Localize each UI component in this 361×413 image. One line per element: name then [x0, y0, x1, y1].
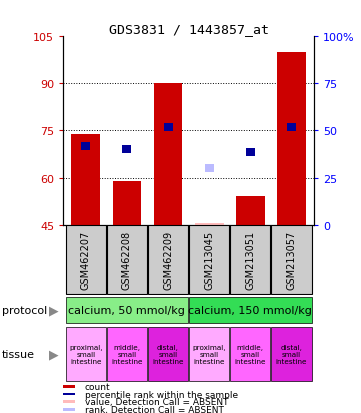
- Text: proximal,
small
intestine: proximal, small intestine: [192, 344, 226, 364]
- FancyBboxPatch shape: [107, 226, 147, 294]
- Bar: [195, 223, 223, 225]
- FancyBboxPatch shape: [189, 226, 229, 294]
- Bar: [63, 408, 75, 411]
- FancyBboxPatch shape: [66, 297, 188, 323]
- Text: count: count: [84, 382, 110, 391]
- Text: calcium, 150 mmol/kg: calcium, 150 mmol/kg: [188, 305, 312, 315]
- Bar: [63, 393, 75, 396]
- Text: GSM462207: GSM462207: [81, 230, 91, 290]
- Text: percentile rank within the sample: percentile rank within the sample: [84, 390, 238, 399]
- Text: calcium, 50 mmol/kg: calcium, 50 mmol/kg: [69, 305, 185, 315]
- Text: middle,
small
intestine: middle, small intestine: [111, 344, 143, 364]
- Text: GSM462208: GSM462208: [122, 231, 132, 290]
- FancyBboxPatch shape: [189, 328, 229, 381]
- FancyBboxPatch shape: [107, 328, 147, 381]
- FancyBboxPatch shape: [230, 328, 270, 381]
- FancyBboxPatch shape: [66, 226, 106, 294]
- FancyBboxPatch shape: [66, 328, 106, 381]
- Bar: [236, 197, 265, 225]
- Text: GSM213045: GSM213045: [204, 231, 214, 290]
- FancyBboxPatch shape: [148, 328, 188, 381]
- Text: rank, Detection Call = ABSENT: rank, Detection Call = ABSENT: [84, 405, 223, 413]
- Text: GSM462209: GSM462209: [163, 231, 173, 290]
- Text: value, Detection Call = ABSENT: value, Detection Call = ABSENT: [84, 397, 228, 406]
- Bar: [164, 124, 173, 132]
- FancyBboxPatch shape: [271, 328, 312, 381]
- Bar: [205, 165, 214, 173]
- Bar: [63, 400, 75, 403]
- Bar: [246, 149, 255, 157]
- Bar: [113, 181, 141, 225]
- Title: GDS3831 / 1443857_at: GDS3831 / 1443857_at: [109, 23, 269, 36]
- Bar: [154, 84, 182, 225]
- FancyBboxPatch shape: [189, 297, 312, 323]
- Text: distal,
small
intestine: distal, small intestine: [152, 344, 184, 364]
- Text: ▶: ▶: [49, 348, 58, 361]
- FancyBboxPatch shape: [271, 226, 312, 294]
- Bar: [71, 134, 100, 225]
- Text: distal,
small
intestine: distal, small intestine: [276, 344, 307, 364]
- Bar: [122, 146, 131, 154]
- Text: GSM213051: GSM213051: [245, 231, 255, 290]
- Text: middle,
small
intestine: middle, small intestine: [235, 344, 266, 364]
- Bar: [287, 124, 296, 132]
- Text: GSM213057: GSM213057: [286, 230, 296, 290]
- Text: ▶: ▶: [49, 304, 58, 317]
- FancyBboxPatch shape: [148, 226, 188, 294]
- Bar: [81, 143, 90, 151]
- Text: tissue: tissue: [2, 349, 35, 359]
- Bar: [63, 385, 75, 388]
- FancyBboxPatch shape: [230, 226, 270, 294]
- Text: protocol: protocol: [2, 305, 47, 315]
- Bar: [277, 53, 306, 225]
- Text: proximal,
small
intestine: proximal, small intestine: [69, 344, 103, 364]
